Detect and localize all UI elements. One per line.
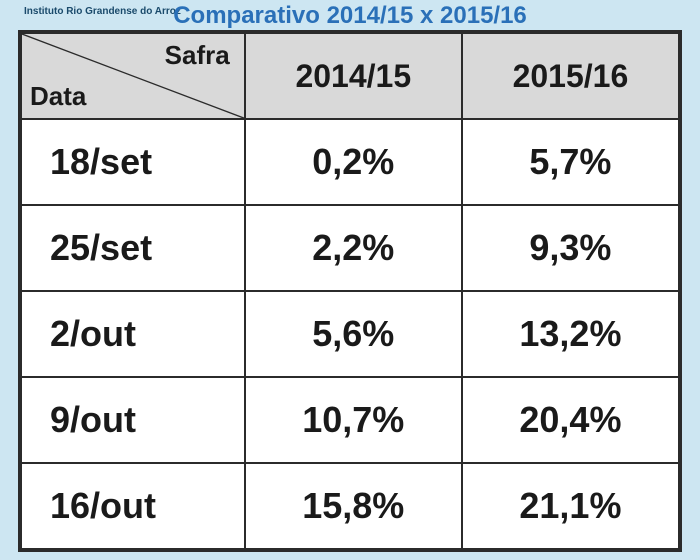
cell-value: 5,6% [245,291,462,377]
cell-value: 10,7% [245,377,462,463]
cell-value: 0,2% [245,119,462,205]
comparison-table: Safra Data 2014/15 2015/16 18/set 0,2% 5… [18,30,682,552]
cell-value: 21,1% [462,463,679,549]
table-header-row: Safra Data 2014/15 2015/16 [21,33,679,119]
cell-date: 25/set [21,205,245,291]
cell-value: 13,2% [462,291,679,377]
page-title: Comparativo 2014/15 x 2015/16 [0,2,700,30]
header-season-1: 2014/15 [245,33,462,119]
table-body: 18/set 0,2% 5,7% 25/set 2,2% 9,3% 2/out … [21,119,679,549]
header-season-2: 2015/16 [462,33,679,119]
header-data-label: Data [30,81,86,112]
cell-date: 9/out [21,377,245,463]
table-row: 25/set 2,2% 9,3% [21,205,679,291]
cell-value: 15,8% [245,463,462,549]
cell-value: 9,3% [462,205,679,291]
table-row: 18/set 0,2% 5,7% [21,119,679,205]
header-diagonal-cell: Safra Data [21,33,245,119]
table: Safra Data 2014/15 2015/16 18/set 0,2% 5… [20,32,680,550]
table-row: 9/out 10,7% 20,4% [21,377,679,463]
cell-date: 2/out [21,291,245,377]
table-row: 2/out 5,6% 13,2% [21,291,679,377]
header-safra-label: Safra [165,40,230,71]
page: Instituto Rio Grandense do Arroz Compara… [0,0,700,560]
cell-value: 5,7% [462,119,679,205]
cell-value: 20,4% [462,377,679,463]
cell-value: 2,2% [245,205,462,291]
cell-date: 18/set [21,119,245,205]
table-row: 16/out 15,8% 21,1% [21,463,679,549]
cell-date: 16/out [21,463,245,549]
